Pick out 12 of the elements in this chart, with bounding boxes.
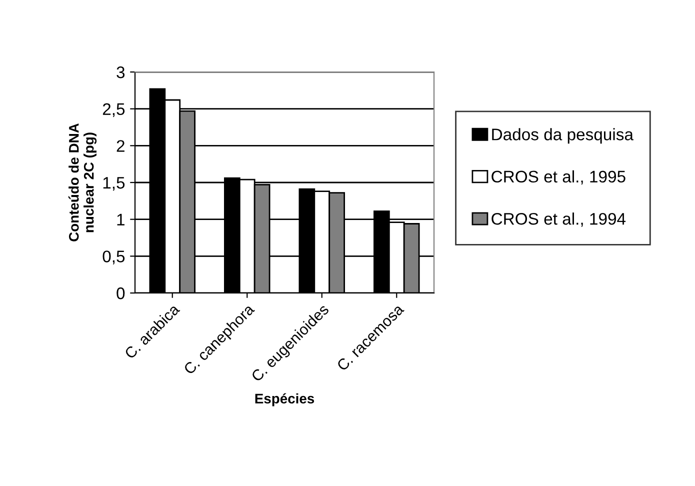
y-axis-title: Conteúdo de DNA nuclear 2C (pg) (68, 123, 97, 242)
legend-label: Dados da pesquisa (492, 128, 634, 144)
y-tick-label: 1,5 (103, 177, 125, 191)
y-tick-label: 2,5 (102, 103, 125, 118)
legend-label: CROS et al., 1995 (492, 170, 626, 185)
y-tick-label: 0 (116, 287, 125, 300)
y-tick-label: 0,5 (102, 250, 125, 264)
y-tick-label: 1 (117, 214, 124, 226)
y-tick-label: 2 (116, 140, 124, 152)
y-tick-label: 3 (116, 66, 125, 78)
x-axis-title: Espécies (255, 393, 314, 406)
legend-label: CROS et al., 1994 (492, 212, 626, 227)
